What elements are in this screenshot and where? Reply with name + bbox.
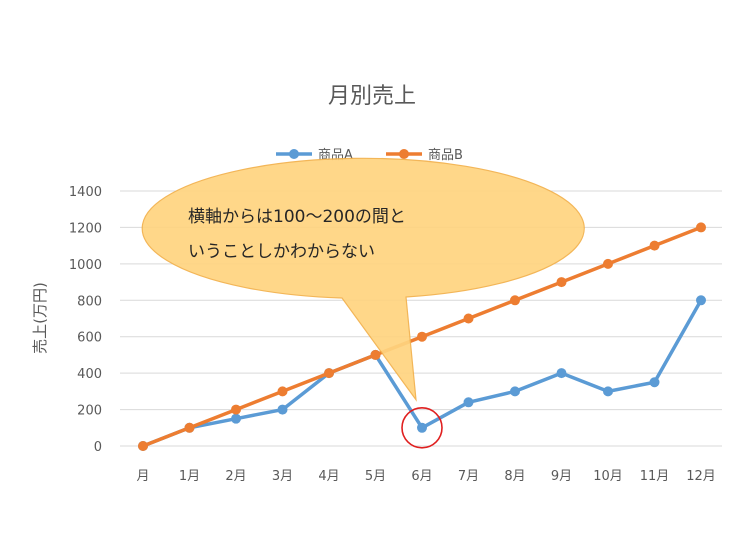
x-tick-1: 1月 [179, 469, 200, 484]
point-1-1 [184, 422, 195, 433]
point-0-10 [603, 386, 613, 397]
x-tick-labels: 月 1月 2月 3月 4月 5月 6月 7月 8月 9月 10月 11月 12月 [136, 469, 715, 484]
point-0-6 [417, 422, 427, 433]
point-1-7 [463, 313, 474, 324]
y-tick-2: 400 [77, 367, 102, 382]
point-1-10 [603, 258, 613, 269]
legend-marker-1 [399, 149, 409, 159]
point-0-9 [556, 368, 567, 379]
callout-text-line-0: 横軸からは100～200の間と [188, 207, 406, 227]
point-1-9 [556, 277, 567, 288]
point-1-12 [696, 222, 706, 233]
y-tick-labels: 0 200 400 600 800 1000 1200 1400 [69, 185, 102, 455]
x-tick-2: 2月 [225, 469, 246, 484]
x-tick-7: 7月 [458, 469, 479, 484]
point-1-6 [417, 331, 427, 342]
highlight-circle [401, 406, 443, 449]
x-tick-4: 4月 [318, 469, 339, 484]
y-tick-3: 600 [77, 331, 102, 346]
y-tick-4: 800 [77, 294, 102, 309]
x-tick-5: 5月 [365, 469, 386, 484]
chart-title: 月別売上 [328, 84, 416, 109]
point-0-8 [510, 386, 520, 397]
y-tick-6: 1200 [69, 221, 102, 236]
legend-marker-0 [289, 149, 299, 159]
callout-text-line-1: いうことしかわからない [188, 242, 375, 262]
y-tick-7: 1400 [69, 185, 102, 200]
y-axis-label: 売上(万円) [31, 282, 49, 354]
point-0-11 [649, 377, 660, 388]
y-tick-0: 0 [94, 440, 102, 455]
x-tick-0: 月 [136, 469, 149, 484]
point-1-5 [370, 349, 381, 360]
highlight-group [401, 406, 443, 449]
point-0-12 [696, 295, 706, 306]
x-tick-8: 8月 [504, 469, 525, 484]
x-tick-9: 9月 [551, 469, 572, 484]
x-tick-3: 3月 [272, 469, 293, 484]
point-1-11 [649, 240, 660, 251]
x-tick-11: 11月 [640, 469, 670, 484]
callout-bubble [141, 157, 585, 402]
point-0-2 [231, 413, 241, 424]
point-1-2 [231, 404, 241, 415]
x-tick-12: 12月 [686, 469, 716, 484]
point-1-3 [277, 386, 288, 397]
point-1-8 [510, 295, 520, 306]
y-tick-5: 1000 [69, 258, 102, 273]
legend-label-1: 商品B [428, 148, 463, 163]
point-1-4 [324, 368, 334, 379]
x-tick-10: 10月 [593, 469, 623, 484]
point-0-3 [277, 404, 288, 415]
series-group [138, 222, 706, 451]
point-0-7 [463, 397, 474, 408]
y-tick-1: 200 [77, 404, 102, 419]
x-tick-6: 6月 [411, 469, 432, 484]
point-1-0 [138, 441, 148, 451]
